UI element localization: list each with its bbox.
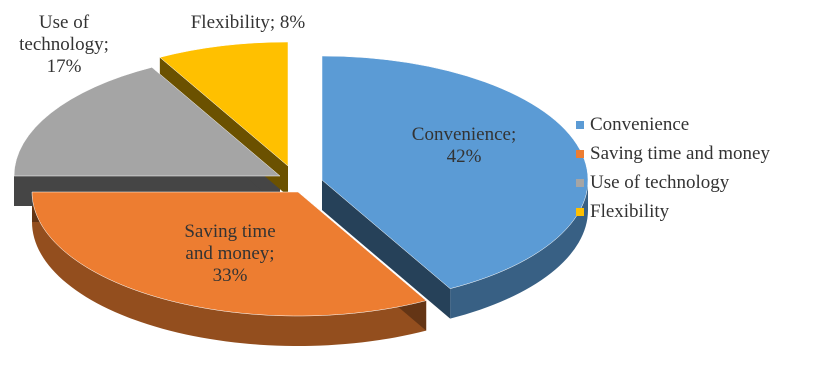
data-label-flexibility: Flexibility; 8%: [190, 12, 306, 33]
legend-swatch: [576, 178, 584, 187]
pie-rim-convenience: [450, 180, 588, 319]
pie-rim-saving-time-and-money: [32, 192, 427, 346]
data-label-convenience: Convenience; 42%: [411, 124, 517, 167]
pie-wall-convenience-end: [322, 180, 451, 319]
legend-item-flexibility: Flexibility: [576, 197, 770, 226]
legend-item-saving-time-and-money: Saving time and money: [576, 139, 770, 168]
legend-swatch: [576, 149, 584, 158]
pie-slice-convenience: [321, 55, 589, 289]
pie-slice-use-of-technology: [13, 67, 281, 177]
legend-swatch: [576, 120, 584, 129]
legend-item-use-of-technology: Use of technology: [576, 168, 770, 197]
pie-slice-flexibility: [159, 41, 289, 167]
pie-slice-saving-time-and-money: [31, 191, 427, 317]
data-label-saving-time-and-money: Saving time and money; 33%: [184, 221, 276, 286]
data-label-use-of-technology: Use of technology; 17%: [19, 12, 109, 77]
legend-item-convenience: Convenience: [576, 110, 770, 139]
legend-swatch: [576, 207, 584, 216]
chart-legend: Convenience Saving time and money Use of…: [576, 110, 770, 226]
